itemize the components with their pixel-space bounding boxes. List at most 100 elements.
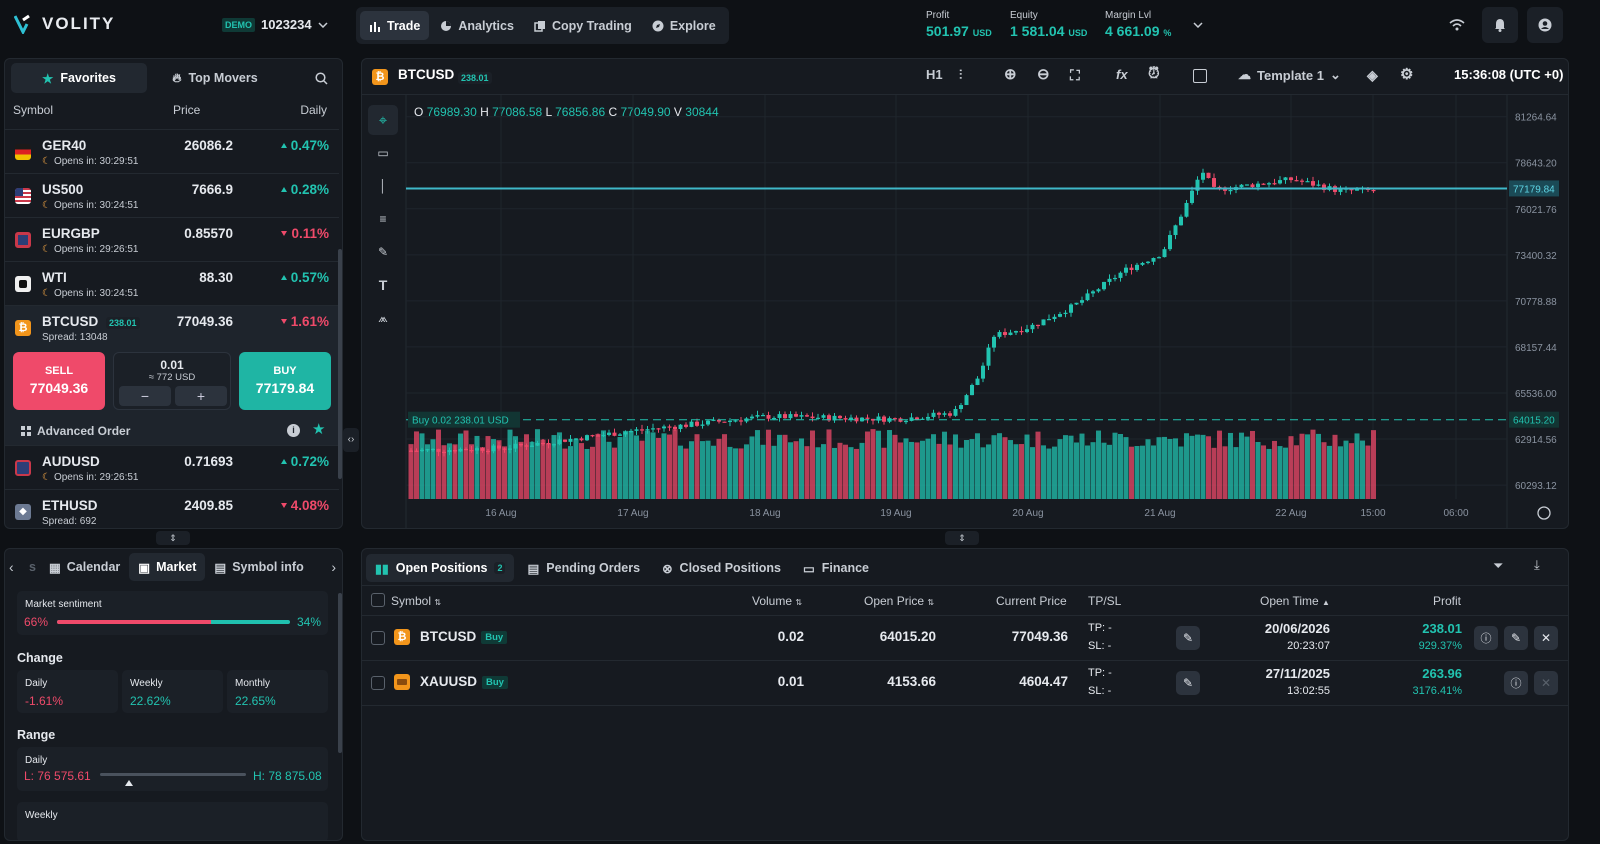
collapse-handle-center[interactable]: ⇕ [945, 531, 979, 545]
tab-open-positions[interactable]: ▮▮ Open Positions 2 [366, 554, 515, 582]
watchlist-scrollbar[interactable] [338, 249, 342, 479]
table-row[interactable]: XAUUSD Buy 0.01 4153.66 4604.47 TP: - SL:… [362, 660, 1568, 705]
favorite-star-icon[interactable]: ★ [312, 421, 326, 438]
settings-gear-icon[interactable]: ⚙︎ [1400, 66, 1414, 83]
watchlist-row-wti[interactable]: WTI ☾ Opens in: 30:24:51 88.30 0.57% [5, 261, 339, 305]
equity-unit: USD [1068, 28, 1088, 38]
text-tool-icon[interactable]: T [378, 277, 388, 293]
col-current-price[interactable]: Current Price [996, 594, 1067, 608]
download-icon[interactable]: ⤓ [1534, 557, 1540, 572]
brand-logo[interactable]: VOLITY [14, 14, 115, 34]
lot-decrease-button[interactable]: − [119, 386, 171, 406]
col-open-price[interactable]: Open Price ⇅ [864, 594, 935, 608]
watchlist-row-btcusd-selected[interactable]: ₿ BTCUSD 238.01 Spread: 13048 77049.36 1… [5, 305, 339, 445]
arrow-up-icon [280, 143, 287, 148]
nav-explore-label: Explore [669, 18, 716, 33]
watchlist-row-eurgbp[interactable]: EURGBP ☾ Opens in: 29:26:51 0.85570 0.11% [5, 217, 339, 261]
tabs-prev-arrow[interactable]: ‹ [9, 559, 14, 575]
col-volume[interactable]: Volume ⇅ [752, 594, 803, 608]
row-checkbox[interactable] [371, 631, 385, 645]
stats-expand-button[interactable] [1180, 7, 1216, 43]
vertical-line-icon[interactable]: │ [379, 179, 387, 193]
watchlist-row-us500[interactable]: US500 ☾ Opens in: 30:24:51 7666.9 0.28% [5, 173, 339, 217]
candle-body [1245, 184, 1249, 186]
indicators-icon[interactable]: fx [1116, 67, 1128, 82]
price-chart[interactable]: 81264.64 78643.20 76021.76 73400.32 70778.88… [362, 95, 1569, 529]
lot-size-stepper[interactable]: 0.01 ≈ 772 USD − + [113, 352, 231, 410]
info-scrollbar[interactable] [338, 593, 342, 753]
alarm-icon[interactable]: ⏰︎ [1148, 65, 1160, 82]
col-open-time[interactable]: Open Time ▲ [1260, 594, 1330, 608]
account-switcher[interactable]: DEMO 1023234 [222, 17, 328, 32]
zoom-in-icon[interactable]: ⊕ [1004, 66, 1017, 83]
watchlist-row-audusd[interactable]: AUDUSD ☾ Opens in: 29:26:51 0.71693 0.72% [5, 445, 339, 489]
horizontal-lines-icon[interactable]: ≡ [379, 212, 387, 226]
tab-partial[interactable]: s [29, 560, 36, 574]
tab-top-movers[interactable]: 🔥︎ Top Movers [147, 63, 283, 93]
nav-analytics[interactable]: Analytics [431, 11, 523, 40]
zoom-out-icon[interactable]: ⊖ [1037, 66, 1050, 83]
col-symbol[interactable]: Symbol ⇅ [391, 594, 442, 608]
price-tick-label: 76021.76 [1515, 205, 1557, 216]
pencil-icon[interactable]: ✎ [377, 245, 389, 259]
fullscreen-icon[interactable]: ⛶ [1070, 67, 1080, 83]
ruler-icon[interactable]: ▭ [377, 146, 389, 160]
buy-button[interactable]: BUY 77179.84 [239, 352, 331, 410]
edit-tpsl-pencil-icon[interactable]: ✎ [1176, 626, 1200, 650]
nav-explore[interactable]: Explore [643, 11, 725, 40]
watchlist-row-ger40[interactable]: GER40 ☾ Opens in: 30:29:51 26086.2 0.47% [5, 129, 339, 173]
connection-status[interactable] [1439, 7, 1475, 43]
col-symbol[interactable]: Symbol [13, 103, 54, 117]
nav-trade[interactable]: Trade [360, 11, 430, 40]
edit-tpsl-pencil-icon[interactable]: ✎ [1176, 671, 1200, 695]
col-tpsl[interactable]: TP/SL [1088, 594, 1122, 608]
watchlist-search-button[interactable] [306, 63, 336, 93]
col-daily[interactable]: Daily [300, 103, 327, 117]
tab-market[interactable]: ▣ Market [129, 553, 206, 581]
chevron-down-icon: ⌄ [1329, 67, 1341, 82]
layers-icon[interactable]: ◈ [1367, 67, 1378, 83]
advanced-order-link[interactable]: Advanced Order [21, 424, 130, 438]
volume-bar [716, 438, 722, 499]
tab-symbol-info[interactable]: ▤ Symbol info [205, 553, 312, 581]
watchlist-row-ethusd[interactable]: ◆ ETHUSD Spread: 692 2409.85 4.08% [5, 489, 339, 528]
volume-bar [590, 446, 595, 499]
notifications-button[interactable] [1482, 7, 1518, 43]
row-checkbox[interactable] [371, 676, 385, 690]
tab-favorites[interactable]: ★ Favorites [11, 63, 147, 93]
select-all-checkbox[interactable] [371, 593, 385, 607]
timeframe-selector[interactable]: H1 [926, 67, 943, 82]
tab-closed-positions[interactable]: ⊗ Closed Positions [653, 554, 790, 582]
panel-resize-handle[interactable]: ‹› [343, 428, 359, 452]
info-icon[interactable]: ⓘ [1504, 671, 1528, 695]
col-price[interactable]: Price [173, 103, 201, 117]
tabs-next-arrow[interactable]: › [331, 559, 336, 575]
pattern-icon[interactable]: ⩕ [378, 310, 388, 325]
sell-button[interactable]: SELL 77049.36 [13, 352, 105, 410]
filter-icon[interactable]: ⏷ [1493, 558, 1504, 573]
collapse-handle-left[interactable]: ⇕ [156, 531, 190, 545]
table-row[interactable]: ₿ BTCUSD Buy 0.02 64015.20 77049.36 TP: -… [362, 615, 1568, 660]
info-icon[interactable]: i [287, 424, 300, 437]
tab-calendar[interactable]: ▦ Calendar [40, 553, 129, 581]
layout-icon[interactable] [1193, 69, 1207, 83]
range-weekly-label: Weekly [25, 810, 58, 821]
chart-symbol[interactable]: BTCUSD [398, 67, 455, 82]
close-position-icon-disabled[interactable]: ✕ [1534, 671, 1558, 695]
candle-type-icon[interactable]: ⫶ [959, 67, 963, 82]
edit-pencil-icon[interactable]: ✎ [1504, 626, 1528, 650]
nav-copy-trading[interactable]: Copy Trading [525, 11, 641, 40]
tab-pending-orders[interactable]: ▤ Pending Orders [518, 554, 649, 582]
close-position-icon[interactable]: ✕ [1534, 626, 1558, 650]
crosshair-icon[interactable]: ⌖ [368, 105, 398, 135]
tab-finance[interactable]: ▭ Finance [794, 554, 878, 582]
market-chart-icon: ▣ [138, 560, 151, 575]
col-profit[interactable]: Profit [1433, 594, 1462, 608]
lot-value[interactable]: 0.01 [160, 358, 184, 372]
template-selector[interactable]: ☁︎ Template 1 ⌄ [1238, 67, 1341, 83]
info-icon[interactable]: ⓘ [1474, 626, 1498, 650]
profile-button[interactable] [1527, 7, 1563, 43]
lot-increase-button[interactable]: + [175, 386, 227, 406]
volume-bar [920, 440, 925, 499]
price-tick-label: 78643.20 [1515, 159, 1557, 170]
